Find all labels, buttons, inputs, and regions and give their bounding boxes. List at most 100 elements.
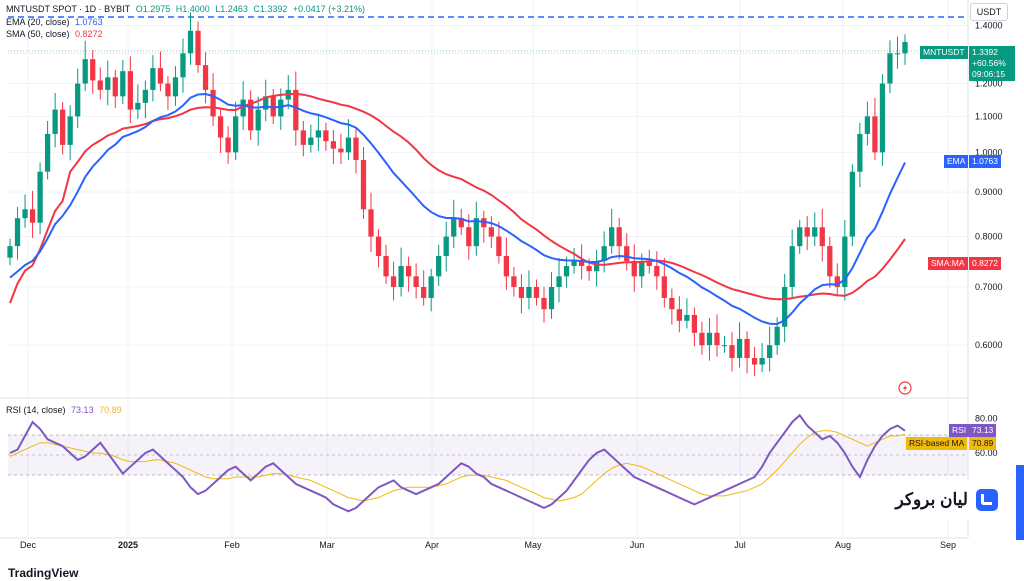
time-tick-label: 2025	[118, 540, 138, 550]
candle-body	[766, 345, 773, 358]
currency-button[interactable]: USDT	[970, 3, 1008, 21]
candle-body	[466, 227, 472, 247]
candle-body	[902, 41, 908, 54]
candle-body	[52, 109, 58, 134]
candle-body	[804, 227, 810, 237]
ema-legend-value: 1.0763	[75, 17, 103, 27]
candle-body	[849, 171, 855, 237]
sma-legend[interactable]: SMA (50, close) 0.8272	[6, 28, 106, 40]
price-tick-label: 0.9000	[975, 187, 1003, 197]
candle-body	[172, 77, 179, 97]
candle-body	[548, 286, 555, 310]
candle-body	[330, 141, 337, 149]
candles-layer	[7, 12, 908, 377]
change-value: +0.0417 (+3.21%)	[292, 4, 365, 14]
candle-body	[97, 80, 103, 90]
rsi-ma-legend-value: 70.89	[99, 405, 122, 415]
candle-body	[60, 109, 66, 145]
price-tag: 1.3392 +60.56% 09:06:15	[969, 46, 1015, 81]
candle-body	[842, 236, 848, 287]
candle-body	[375, 236, 382, 256]
candle-body	[631, 260, 637, 277]
candle-body	[225, 137, 231, 153]
candle-body	[556, 276, 562, 287]
price-tag-price: 1.3392	[972, 47, 998, 57]
candle-body	[541, 297, 547, 310]
candle-body	[661, 276, 667, 298]
candle-body	[428, 276, 434, 298]
candle-body	[120, 71, 126, 97]
candle-body	[864, 116, 871, 134]
candle-body	[7, 246, 13, 258]
candle-body	[443, 236, 449, 256]
candle-body	[503, 255, 510, 277]
candle-body	[594, 260, 600, 272]
candle-body	[142, 89, 149, 103]
price-tick-label: 0.7000	[975, 282, 1003, 292]
candle-body	[421, 286, 427, 298]
price-tick-label: 1.0000	[975, 147, 1003, 157]
candle-body	[112, 77, 118, 97]
ema-legend-label: EMA (20, close)	[6, 17, 70, 27]
candle-body	[646, 260, 652, 267]
ema-legend[interactable]: EMA (20, close) 1.0763	[6, 16, 106, 28]
candle-body	[578, 260, 585, 267]
candle-body	[812, 227, 818, 237]
candle-body	[29, 209, 36, 223]
price-tag-countdown: 09:06:15	[972, 69, 1006, 79]
rsi-ma-tag-name: RSI-based MA	[906, 437, 968, 450]
candle-body	[210, 89, 216, 117]
time-tick-label: Jun	[630, 540, 645, 550]
candle-body	[315, 130, 321, 138]
candle-body	[526, 286, 532, 298]
price-tick-label: 1.1000	[975, 111, 1003, 121]
candle-body	[360, 159, 367, 210]
candle-body	[248, 99, 254, 131]
sma-line	[9, 92, 906, 304]
candle-body	[759, 357, 765, 365]
rsi-tag-name: RSI	[949, 424, 970, 437]
candle-body	[308, 137, 314, 145]
candle-body	[37, 171, 43, 223]
close-value: C1.3392	[253, 4, 288, 14]
candle-body	[217, 116, 224, 138]
candle-body	[22, 209, 28, 219]
ema-line	[9, 92, 906, 326]
candle-body	[872, 116, 878, 153]
candle-body	[639, 260, 645, 277]
candle-body	[105, 77, 111, 90]
candle-body	[14, 218, 21, 247]
rsi-legend[interactable]: RSI (14, close) 73.13 70.89	[6, 404, 125, 416]
candle-body	[383, 255, 389, 277]
candle-body	[353, 137, 359, 160]
candle-body	[44, 133, 51, 172]
sma-tag-name: SMA:MA	[928, 257, 968, 270]
candle-body	[797, 227, 803, 247]
candle-body	[699, 332, 705, 346]
candle-body	[601, 246, 607, 261]
time-tick-label: Apr	[425, 540, 439, 550]
rsi-line	[9, 413, 906, 513]
candle-body	[857, 133, 863, 172]
open-value: O1.2975	[135, 4, 171, 14]
candle-body	[75, 83, 81, 117]
price-tick-label: 1.4000	[975, 20, 1003, 30]
candle-body	[834, 276, 840, 287]
broker-watermark: لیان بروکر	[858, 480, 1008, 520]
broker-logo-icon	[976, 489, 998, 511]
time-scale: Dec 2025 Feb Mar Apr May Jun Jul Aug Sep	[20, 540, 956, 550]
candle-body	[436, 255, 442, 277]
candle-body	[624, 246, 630, 261]
candle-body	[451, 218, 457, 237]
rsi-tick-label: 60.00	[975, 448, 998, 458]
symbol-legend: MNTUSDT SPOT · 1D · BYBIT O1.2975 H1.400…	[6, 3, 368, 15]
candle-body	[67, 116, 73, 145]
candle-body	[736, 338, 743, 358]
candle-body	[232, 116, 239, 153]
sma-tag-value: 0.8272	[969, 257, 1001, 270]
watermark-text: لیان بروکر	[895, 490, 969, 509]
candle-body	[338, 148, 344, 153]
time-tick-label: Aug	[835, 540, 851, 550]
candle-body	[782, 286, 788, 327]
